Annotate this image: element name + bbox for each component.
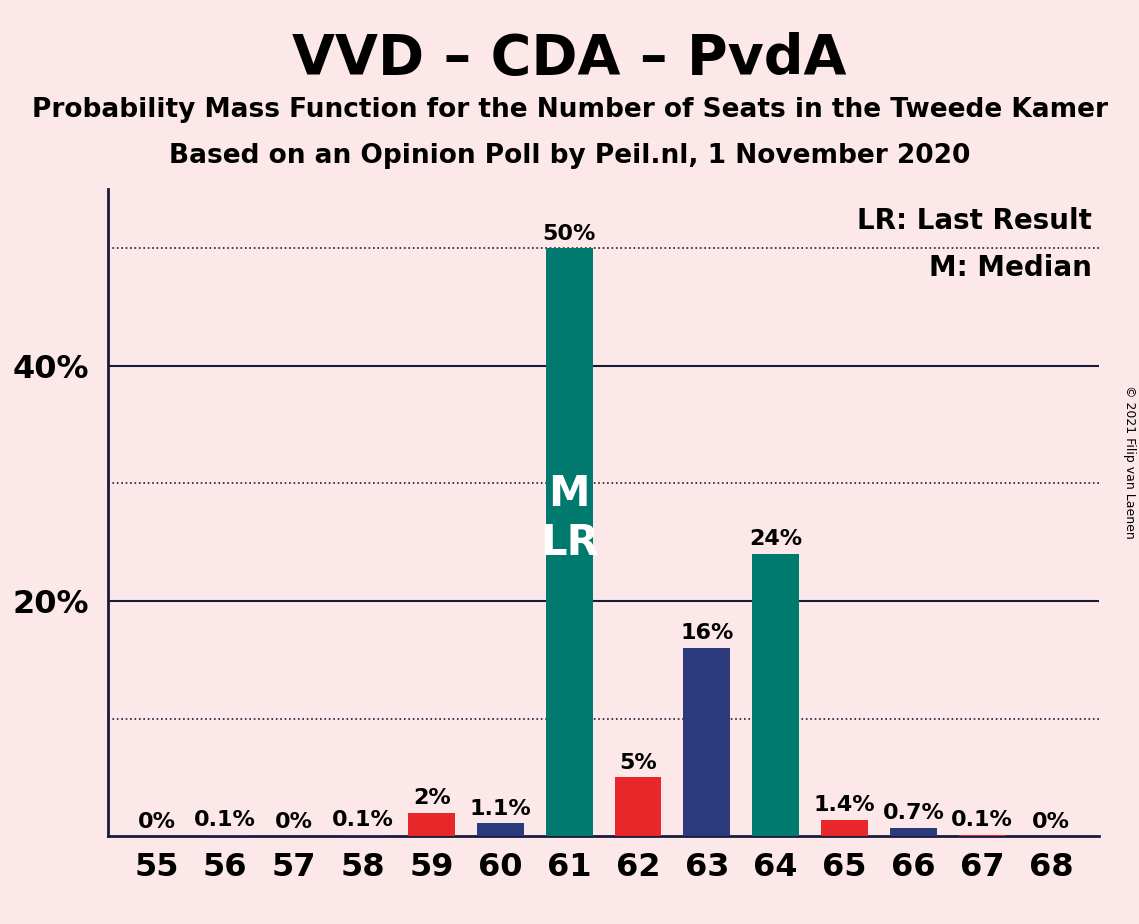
- Bar: [683, 648, 730, 836]
- Text: LR: Last Result: LR: Last Result: [858, 207, 1092, 235]
- Bar: [959, 835, 1006, 836]
- Text: Probability Mass Function for the Number of Seats in the Tweede Kamer: Probability Mass Function for the Number…: [32, 97, 1107, 123]
- Bar: [202, 835, 248, 836]
- Text: VVD – CDA – PvdA: VVD – CDA – PvdA: [293, 32, 846, 86]
- Bar: [821, 820, 868, 836]
- Bar: [615, 777, 662, 836]
- Bar: [890, 828, 936, 836]
- Text: © 2021 Filip van Laenen: © 2021 Filip van Laenen: [1123, 385, 1137, 539]
- Bar: [339, 835, 386, 836]
- Text: M: Median: M: Median: [929, 254, 1092, 282]
- Text: 16%: 16%: [680, 624, 734, 643]
- Text: 24%: 24%: [749, 529, 802, 549]
- Text: 0.1%: 0.1%: [195, 810, 256, 831]
- Text: 1.4%: 1.4%: [813, 795, 876, 815]
- Text: 0%: 0%: [138, 811, 175, 832]
- Text: 0.1%: 0.1%: [951, 810, 1013, 831]
- Text: 0%: 0%: [274, 811, 313, 832]
- Text: 0%: 0%: [1032, 811, 1070, 832]
- Bar: [752, 554, 800, 836]
- Text: 0.7%: 0.7%: [883, 803, 944, 823]
- Text: Based on an Opinion Poll by Peil.nl, 1 November 2020: Based on an Opinion Poll by Peil.nl, 1 N…: [169, 143, 970, 169]
- Text: M
LR: M LR: [540, 473, 599, 564]
- Bar: [546, 249, 592, 836]
- Text: 1.1%: 1.1%: [469, 798, 531, 819]
- Text: 50%: 50%: [542, 224, 596, 244]
- Text: 2%: 2%: [412, 788, 451, 808]
- Bar: [408, 813, 454, 836]
- Bar: [477, 823, 524, 836]
- Text: 0.1%: 0.1%: [331, 810, 394, 831]
- Text: 5%: 5%: [620, 753, 657, 772]
